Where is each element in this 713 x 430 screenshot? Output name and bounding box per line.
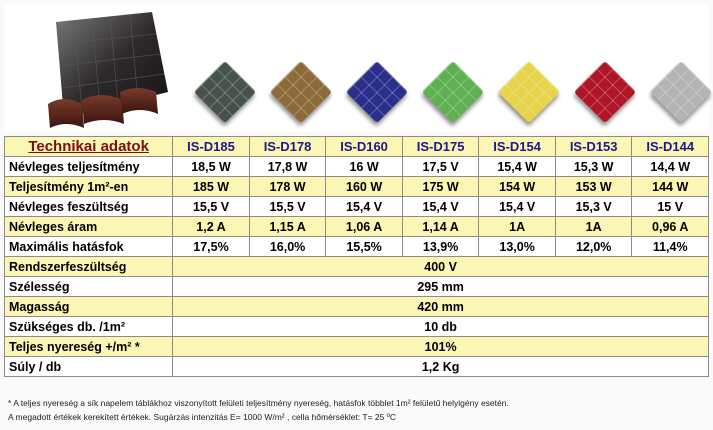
model-header: IS-D178	[248, 136, 327, 157]
table-cell: 154 W	[478, 176, 556, 197]
footnote-conditions: A megadott értékek kerekített értékek. S…	[8, 412, 396, 422]
table-cell: 15,4 V	[325, 196, 403, 217]
table-row-common: Szélesség 295 mm	[3, 276, 709, 297]
table-cell: 160 W	[325, 176, 403, 197]
model-header: IS-D160	[325, 136, 403, 157]
row-label: Maximális hatásfok	[3, 236, 174, 257]
table-row: Névleges áram 1,2 A 1,15 A 1,06 A 1,14 A…	[3, 216, 709, 237]
table-cell: 17,8 W	[248, 156, 327, 177]
table-cell: 15,5 V	[248, 196, 327, 217]
model-header: IS-D175	[401, 136, 480, 157]
color-tile-sample-1	[193, 60, 257, 124]
common-value-cell: 400 V	[172, 256, 709, 277]
solar-roof-tile-photo	[48, 12, 168, 128]
table-cell: 16 W	[325, 156, 403, 177]
row-label: Névleges áram	[3, 216, 174, 237]
common-value-cell: 1,2 Kg	[172, 356, 709, 377]
table-cell: 1,15 A	[248, 216, 327, 237]
row-label: Szükséges db. /1m²	[3, 316, 174, 337]
model-header: IS-D185	[172, 136, 250, 157]
table-cell: 1,14 A	[401, 216, 480, 237]
table-cell: 14,4 W	[631, 156, 709, 177]
table-cell: 15,3 W	[554, 156, 633, 177]
row-label: Teljes nyereség +/m² *	[3, 336, 174, 357]
row-label: Névleges teljesítmény	[3, 156, 174, 177]
table-title: Technikai adatok	[28, 138, 149, 155]
table-cell: 18,5 W	[172, 156, 250, 177]
row-label: Rendszerfeszültség	[3, 256, 174, 277]
common-value-cell: 10 db	[172, 316, 709, 337]
color-tile-sample-5	[497, 60, 561, 124]
table-row-common: Magasság 420 mm	[3, 296, 709, 317]
common-value-cell: 295 mm	[172, 276, 709, 297]
table-cell: 178 W	[248, 176, 327, 197]
table-cell: 15,5 V	[172, 196, 250, 217]
table-cell: 153 W	[554, 176, 633, 197]
table-cell: 12,0%	[554, 236, 633, 257]
product-photo-panel	[4, 4, 713, 132]
table-cell: 11,4%	[631, 236, 709, 257]
table-cell: 17,5 V	[401, 156, 480, 177]
table-cell: 175 W	[401, 176, 480, 197]
table-cell: 1,2 A	[172, 216, 250, 237]
model-header: IS-D144	[631, 136, 709, 157]
table-header-row: Technikai adatok IS-D185 IS-D178 IS-D160…	[3, 136, 709, 157]
row-label: Névleges feszültség	[3, 196, 174, 217]
table-row: Maximális hatásfok 17,5% 16,0% 15,5% 13,…	[3, 236, 709, 257]
table-cell: 144 W	[631, 176, 709, 197]
table-cell: 1A	[478, 216, 556, 237]
table-cell: 13,9%	[401, 236, 480, 257]
row-label: Magasság	[3, 296, 174, 317]
table-cell: 0,96 A	[631, 216, 709, 237]
common-value-cell: 420 mm	[172, 296, 709, 317]
table-cell: 15,5%	[325, 236, 403, 257]
table-cell: 15,4 V	[478, 196, 556, 217]
table-cell: 15,4 W	[478, 156, 556, 177]
table-row: Névleges feszültség 15,5 V 15,5 V 15,4 V…	[3, 196, 709, 217]
color-tile-sample-6	[573, 60, 637, 124]
table-row-common: Szükséges db. /1m² 10 db	[3, 316, 709, 337]
table-cell: 16,0%	[248, 236, 327, 257]
table-cell: 17,5%	[172, 236, 250, 257]
row-label: Szélesség	[3, 276, 174, 297]
table-row-common: Rendszerfeszültség 400 V	[3, 256, 709, 277]
footnote-gain: * A teljes nyereség a sík napelem táblák…	[8, 398, 509, 408]
table-cell: 13,0%	[478, 236, 556, 257]
table-cell: 15,3 V	[554, 196, 633, 217]
color-tile-sample-4	[421, 60, 485, 124]
technical-data-table: Technikai adatok IS-D185 IS-D178 IS-D160…	[3, 136, 709, 377]
table-cell: 1,06 A	[325, 216, 403, 237]
common-value-cell: 101%	[172, 336, 709, 357]
table-cell: 185 W	[172, 176, 250, 197]
table-cell: 15 V	[631, 196, 709, 217]
table-cell: 15,4 V	[401, 196, 480, 217]
model-header: IS-D154	[478, 136, 556, 157]
color-tile-sample-2	[269, 60, 333, 124]
table-row-common: Súly / db 1,2 Kg	[3, 356, 709, 377]
row-label: Súly / db	[3, 356, 174, 377]
color-tile-sample-7	[649, 60, 713, 124]
table-row: Teljesítmény 1m²-en 185 W 178 W 160 W 17…	[3, 176, 709, 197]
row-label: Teljesítmény 1m²-en	[3, 176, 174, 197]
color-tile-sample-3	[345, 60, 409, 124]
model-header: IS-D153	[554, 136, 633, 157]
table-row-common: Teljes nyereség +/m² * 101%	[3, 336, 709, 357]
table-cell: 1A	[554, 216, 633, 237]
table-title-cell: Technikai adatok	[3, 136, 174, 157]
table-row: Névleges teljesítmény 18,5 W 17,8 W 16 W…	[3, 156, 709, 177]
